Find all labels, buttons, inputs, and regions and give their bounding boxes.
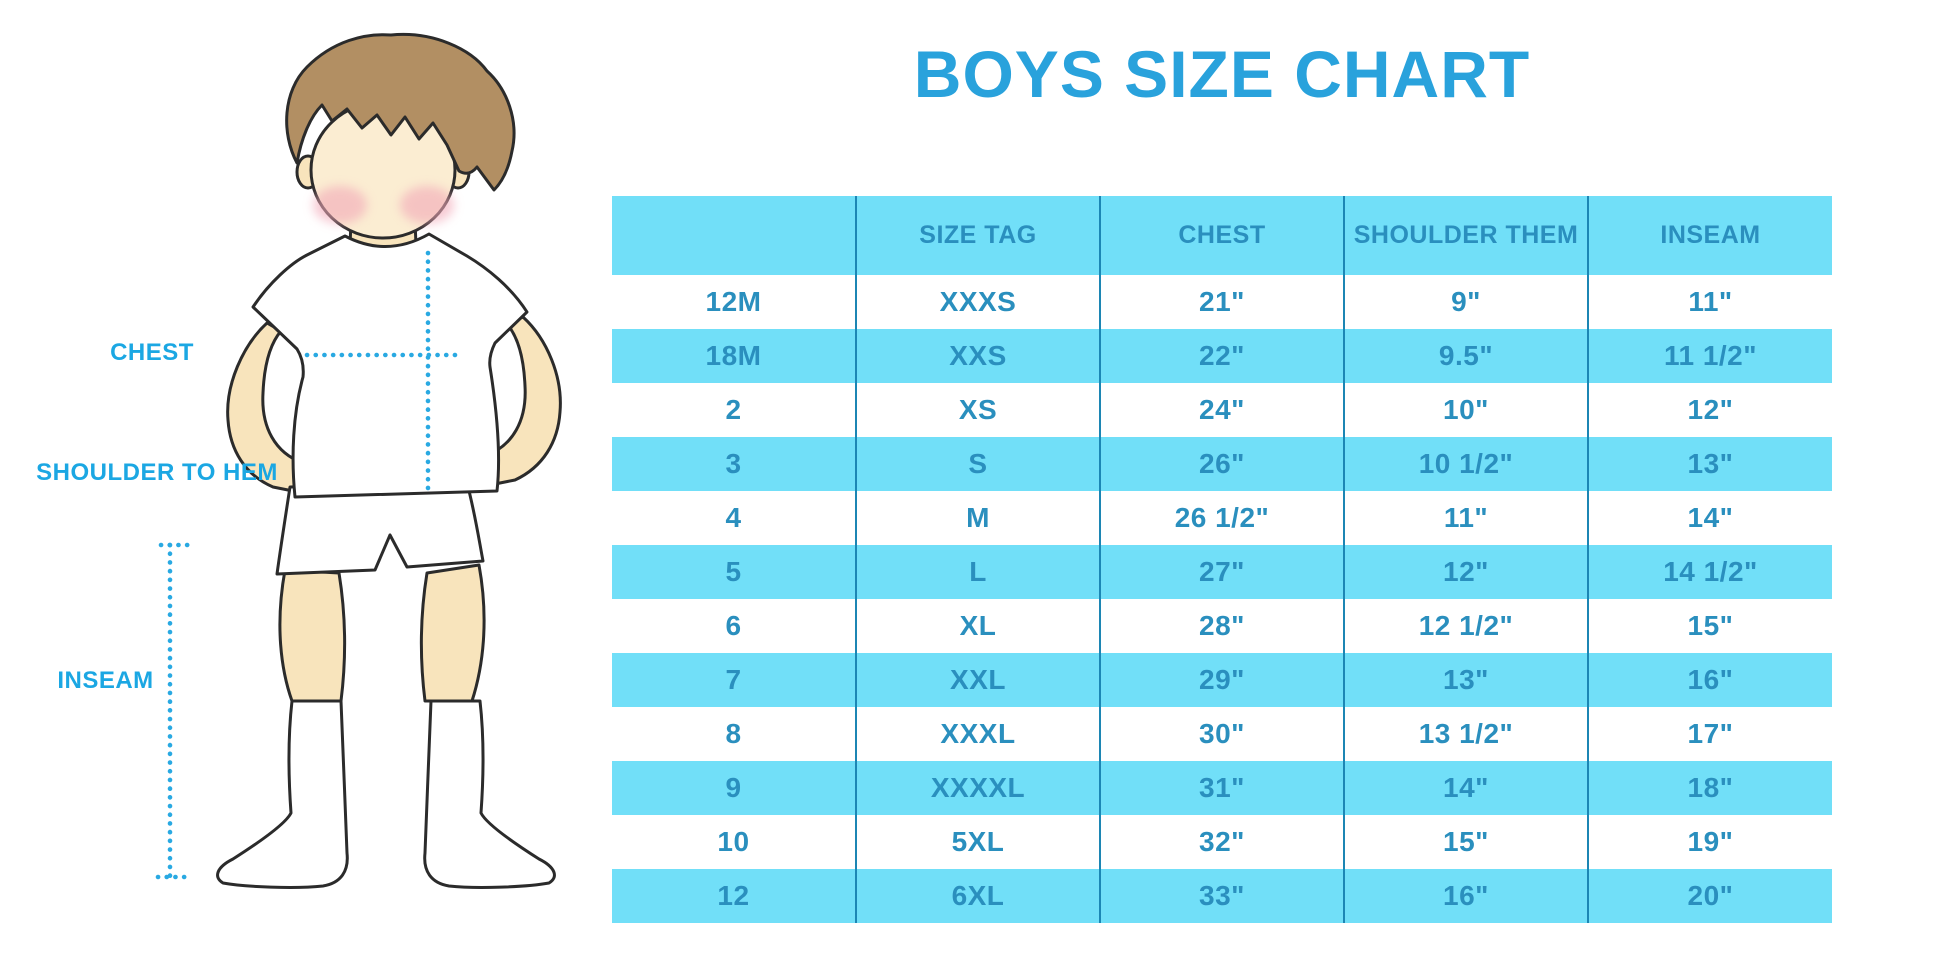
table-cell: 8 bbox=[612, 707, 857, 761]
table-cell: 6 bbox=[612, 599, 857, 653]
table-cell: 29" bbox=[1100, 653, 1345, 707]
table-cell: 12" bbox=[1687, 394, 1734, 425]
table-cell: 19" bbox=[1687, 826, 1734, 857]
table-cell: XXXS bbox=[856, 275, 1101, 329]
table-cell: 16" bbox=[1687, 664, 1734, 695]
table-row: 3 S 26" 10 1/2" 13" bbox=[612, 437, 1832, 491]
header-cell-inseam: INSEAM bbox=[1588, 196, 1832, 275]
table-row: 5 L 27" 12" 14 1/2" bbox=[612, 545, 1832, 599]
table-row: 9 XXXXL 31" 14" 18" bbox=[612, 761, 1832, 815]
table-cell: 31" bbox=[1100, 761, 1345, 815]
table-cell: XL bbox=[856, 599, 1101, 653]
table-row: 10 5XL 32" 15" 19" bbox=[612, 815, 1832, 869]
table-row: 18M XXS 22" 9.5" 11 1/2" bbox=[612, 329, 1832, 383]
blush-left bbox=[313, 186, 367, 224]
table-cell: 13" bbox=[1687, 448, 1734, 479]
left-sock bbox=[216, 699, 349, 889]
table-cell: 20" bbox=[1687, 880, 1734, 911]
table-cell: 5 bbox=[612, 545, 857, 599]
table-cell: 11" bbox=[1688, 286, 1733, 317]
shoulder-to-hem-label: SHOULDER TO HEM bbox=[36, 459, 278, 486]
size-table: SIZE TAG CHEST SHOULDER THEM INSEAM 12M X… bbox=[612, 196, 1832, 923]
size-table-body: 12M XXXS 21" 9" 11" 18M XXS 22" 9.5" 11 1/2" 2 XS 24… bbox=[612, 275, 1832, 923]
table-cell: 13" bbox=[1344, 653, 1589, 707]
right-sock bbox=[423, 699, 556, 889]
table-cell: 11" bbox=[1344, 491, 1589, 545]
table-cell: 3 bbox=[612, 437, 857, 491]
table-row: 12M XXXS 21" 9" 11" bbox=[612, 275, 1832, 329]
table-cell: 12" bbox=[1344, 545, 1589, 599]
table-cell: 14 1/2" bbox=[1663, 556, 1758, 587]
table-row: 8 XXXL 30" 13 1/2" 17" bbox=[612, 707, 1832, 761]
table-cell: 17" bbox=[1687, 718, 1734, 749]
table-cell: 9" bbox=[1344, 275, 1589, 329]
table-cell: 18M bbox=[612, 329, 857, 383]
t-shirt bbox=[251, 232, 529, 499]
header-cell-chest: CHEST bbox=[1100, 196, 1345, 275]
table-cell: 26 1/2" bbox=[1100, 491, 1345, 545]
header-row: SIZE TAG CHEST SHOULDER THEM INSEAM bbox=[612, 196, 1832, 275]
table-cell: 21" bbox=[1100, 275, 1345, 329]
table-row: 12 6XL 33" 16" 20" bbox=[612, 869, 1832, 923]
size-table-header: SIZE TAG CHEST SHOULDER THEM INSEAM bbox=[612, 196, 1832, 275]
shorts bbox=[275, 481, 485, 576]
table-cell: 12 1/2" bbox=[1344, 599, 1589, 653]
table-cell: 26" bbox=[1100, 437, 1345, 491]
chest-label: CHEST bbox=[110, 339, 194, 366]
left-arm bbox=[226, 321, 305, 495]
table-cell: 18" bbox=[1687, 772, 1734, 803]
table-cell: XXXXL bbox=[856, 761, 1101, 815]
boy-illustration bbox=[155, 32, 562, 889]
hair bbox=[285, 32, 516, 192]
table-cell: 12M bbox=[612, 275, 857, 329]
header-cell-size-tag: SIZE TAG bbox=[856, 196, 1101, 275]
table-cell: 4 bbox=[612, 491, 857, 545]
left-leg bbox=[278, 568, 347, 703]
table-cell: XXXL bbox=[856, 707, 1101, 761]
table-cell: 15" bbox=[1344, 815, 1589, 869]
table-cell: 33" bbox=[1100, 869, 1345, 923]
right-leg bbox=[419, 563, 486, 703]
table-cell: M bbox=[856, 491, 1101, 545]
table-cell: 24" bbox=[1100, 383, 1345, 437]
table-cell: XS bbox=[856, 383, 1101, 437]
right-arm bbox=[483, 315, 562, 488]
table-cell: 9 bbox=[612, 761, 857, 815]
table-cell: 13 1/2" bbox=[1344, 707, 1589, 761]
table-cell: 32" bbox=[1100, 815, 1345, 869]
table-cell: 6XL bbox=[856, 869, 1101, 923]
table-row: 7 XXL 29" 13" 16" bbox=[612, 653, 1832, 707]
table-cell: 22" bbox=[1100, 329, 1345, 383]
table-row: 2 XS 24" 10" 12" bbox=[612, 383, 1832, 437]
table-cell: 14" bbox=[1344, 761, 1589, 815]
table-cell: 10 bbox=[612, 815, 857, 869]
header-cell-size bbox=[612, 196, 857, 275]
table-cell: 10 1/2" bbox=[1344, 437, 1589, 491]
blush-right bbox=[400, 186, 454, 224]
table-cell: 16" bbox=[1344, 869, 1589, 923]
table-cell: XXL bbox=[856, 653, 1101, 707]
table-cell: 15" bbox=[1687, 610, 1734, 641]
table-cell: 11 1/2" bbox=[1663, 340, 1758, 371]
table-cell: 2 bbox=[612, 383, 857, 437]
table-cell: 9.5" bbox=[1344, 329, 1589, 383]
page-title: BOYS SIZE CHART bbox=[913, 37, 1531, 111]
table-cell: L bbox=[856, 545, 1101, 599]
table-row: 4 M 26 1/2" 11" 14" bbox=[612, 491, 1832, 545]
header-cell-shoulder: SHOULDER THEM bbox=[1344, 196, 1589, 275]
table-cell: 28" bbox=[1100, 599, 1345, 653]
table-cell: 5XL bbox=[856, 815, 1101, 869]
table-cell: 27" bbox=[1100, 545, 1345, 599]
table-row: 6 XL 28" 12 1/2" 15" bbox=[612, 599, 1832, 653]
table-cell: 14" bbox=[1687, 502, 1734, 533]
table-cell: S bbox=[856, 437, 1101, 491]
table-cell: 7 bbox=[612, 653, 857, 707]
table-cell: 12 bbox=[612, 869, 857, 923]
table-cell: 10" bbox=[1344, 383, 1589, 437]
inseam-label: INSEAM bbox=[57, 667, 154, 694]
table-cell: XXS bbox=[856, 329, 1101, 383]
table-cell: 30" bbox=[1100, 707, 1345, 761]
